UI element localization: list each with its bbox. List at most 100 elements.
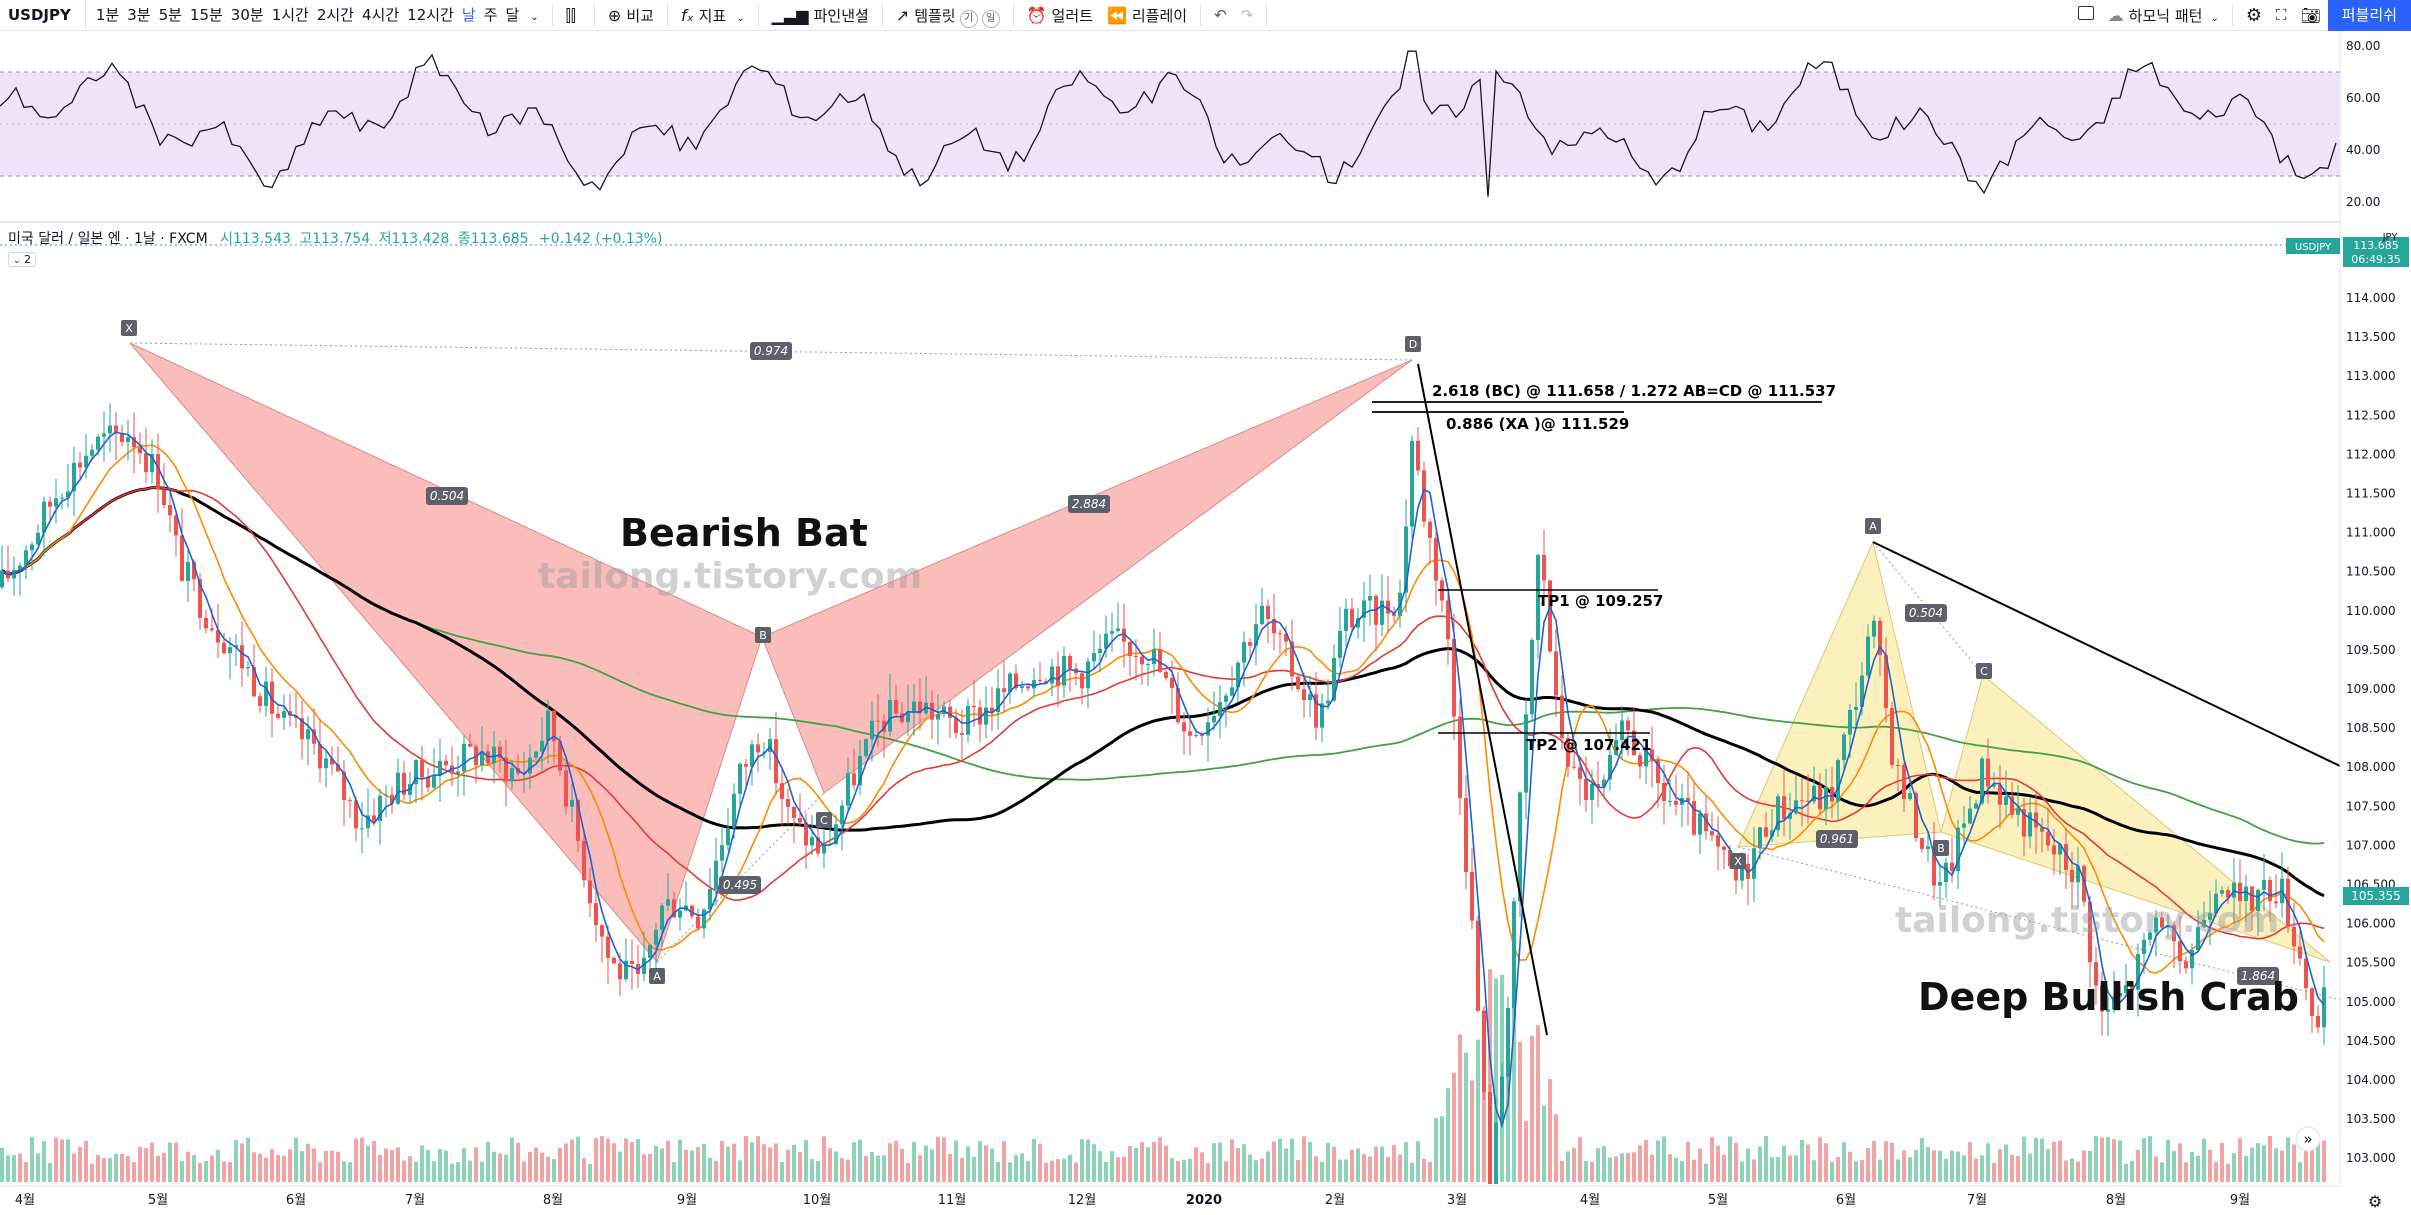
candle-body (2148, 932, 2152, 940)
interval-9[interactable]: 날 (461, 5, 476, 24)
volume-bar (1476, 1039, 1480, 1182)
candle-body (2172, 925, 2176, 942)
templates-button[interactable]: ↗ 템플릿 기 일 (889, 0, 1007, 31)
undo-button[interactable]: ↶ (1207, 0, 1234, 31)
time-axis-label: 2월 (1325, 1193, 1345, 1208)
candle-body (1710, 831, 1714, 836)
volume-bar (666, 1140, 670, 1182)
interval-5[interactable]: 1시간 (271, 5, 309, 24)
candle-body (1548, 580, 1552, 652)
interval-8[interactable]: 12시간 (407, 5, 454, 24)
volume-bar (174, 1142, 178, 1182)
candle-body (1128, 641, 1132, 657)
volume-bar (1920, 1138, 1924, 1182)
candle-body (1938, 882, 1942, 886)
volume-bar (288, 1149, 292, 1182)
candle-body (786, 798, 790, 807)
alert-button[interactable]: ⏰ 얼러트 (1020, 0, 1100, 31)
snapshot-button[interactable]: 📷︎ (2293, 0, 2327, 31)
candle-body (420, 759, 424, 778)
volume-bar (2208, 1149, 2212, 1182)
candle-body (174, 515, 178, 536)
candle-body (930, 702, 934, 720)
candle-body (324, 758, 328, 769)
candle-body (1470, 872, 1474, 921)
candle-body (2028, 812, 2032, 837)
interval-1[interactable]: 3분 (127, 5, 151, 24)
interval-0[interactable]: 1분 (95, 5, 120, 24)
scroll-right-button[interactable]: » (2295, 1126, 2321, 1152)
volume-bar (1092, 1144, 1096, 1182)
volume-bar (852, 1142, 856, 1182)
chevron-down-icon: ⌄ (13, 256, 21, 266)
publish-button[interactable]: 퍼블리쉬 (2327, 0, 2411, 31)
candle-body (126, 437, 130, 442)
replay-button[interactable]: ⏪ 리플레이 (1100, 0, 1194, 31)
volume-bar (1992, 1162, 1996, 1182)
pine-button[interactable]: ▁▃▆ 파인낸셜 (765, 0, 876, 31)
interval-10[interactable]: 주 (483, 5, 498, 24)
candle-body (1368, 596, 1372, 601)
volume-bar (2010, 1154, 2014, 1182)
candle-body (726, 827, 730, 846)
candle-body (1776, 796, 1780, 831)
interval-7[interactable]: 4시간 (362, 5, 400, 24)
candle-body (918, 701, 922, 714)
volume-bar (1272, 1141, 1276, 1182)
price-axis-label: 104.000 (2346, 1073, 2396, 1087)
candle-body (222, 642, 226, 654)
volume-bar (846, 1159, 850, 1182)
volume-bar (1326, 1142, 1330, 1182)
interval-11[interactable]: 달 (505, 5, 520, 24)
candle-body (618, 963, 622, 980)
fullscreen-button[interactable]: ⛶ (2269, 0, 2294, 31)
axis-settings-button[interactable]: ⚙ (2368, 1192, 2382, 1211)
candle-type-button[interactable]: ⫿⫿ (559, 0, 588, 31)
candle-body (216, 630, 220, 643)
candle-body (1464, 798, 1468, 873)
interval-4[interactable]: 30분 (230, 5, 264, 24)
interval-6[interactable]: 2시간 (316, 5, 354, 24)
volume-bar (60, 1139, 64, 1182)
harmonic-pattern-button[interactable]: ☁ 하모닉 패턴 ⌄ (2101, 0, 2226, 31)
compare-button[interactable]: ⊕ 비교 (601, 0, 661, 31)
candle-body (198, 579, 202, 618)
svg-text:B: B (759, 629, 767, 642)
symbol-search[interactable]: USDJPY (0, 0, 86, 31)
candle-body (1656, 759, 1660, 783)
settings-button[interactable]: ⚙ (2239, 0, 2269, 31)
volume-bar (1254, 1160, 1258, 1182)
time-axis-label: 10월 (803, 1193, 832, 1208)
volume-bar (1074, 1162, 1078, 1182)
bat-point-a: A (649, 968, 665, 984)
time-axis[interactable]: 4월 5월 6월 7월 8월 9월 10월 11월 12월 2020 2월 3월 4월 5월 6월 7월 8월 9… (0, 1184, 2411, 1215)
fullscreen-icon: ⛶ (2275, 5, 2287, 24)
price-chart[interactable]: 2.618 (BC) @ 111.658 / 1.272 AB=CD @ 111… (0, 31, 2411, 1215)
candle-body (528, 757, 532, 774)
volume-bar (2130, 1160, 2134, 1182)
candle-body (1536, 555, 1540, 640)
volume-bar (2196, 1155, 2200, 1182)
volume-bar (630, 1142, 634, 1182)
volume-bar (1224, 1161, 1228, 1182)
volume-bar (618, 1151, 622, 1182)
layout-button[interactable] (2071, 0, 2101, 31)
candle-body (228, 647, 232, 654)
candle-body (756, 744, 760, 753)
legend-collapse-button[interactable]: ⌄ 2 (8, 252, 37, 267)
interval-dropdown-button[interactable]: ⌄ (523, 0, 545, 31)
candle-body (1650, 749, 1654, 760)
interval-2[interactable]: 5분 (158, 5, 182, 24)
volume-bar (480, 1161, 484, 1182)
volume-bar (1578, 1137, 1582, 1182)
candle-body (1386, 600, 1390, 614)
candle-body (318, 743, 322, 769)
redo-button[interactable]: ↷ (1234, 0, 1261, 31)
interval-3[interactable]: 15분 (189, 5, 223, 24)
price-axis[interactable]: 80.00 60.00 40.00 20.00 114.000 113.500 113.0… (2286, 31, 2411, 1191)
candle-body (462, 743, 466, 772)
volume-bar (204, 1161, 208, 1182)
volume-bar (786, 1149, 790, 1182)
indicators-button[interactable]: fₓ 지표 ⌄ (674, 0, 752, 31)
rsi-axis-label: 20.00 (2346, 195, 2380, 209)
